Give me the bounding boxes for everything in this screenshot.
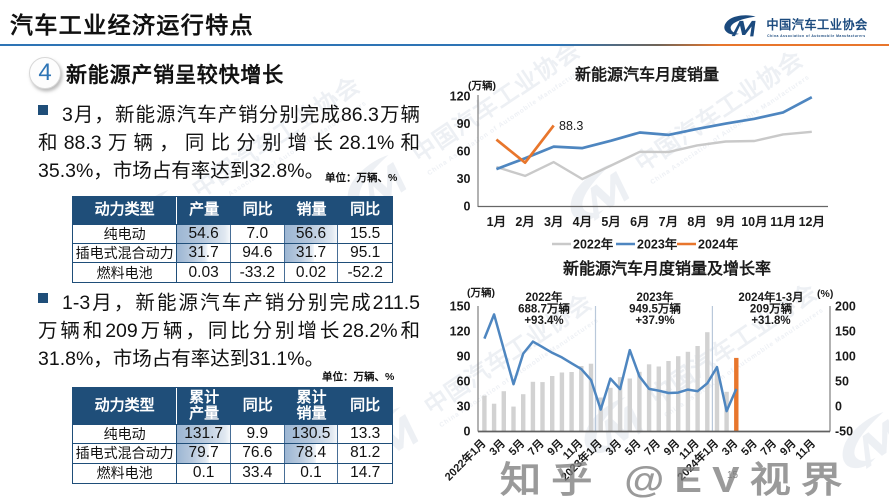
svg-text:150: 150 xyxy=(835,325,856,339)
svg-text:30: 30 xyxy=(457,400,471,414)
svg-text:10月: 10月 xyxy=(741,215,767,229)
svg-text:30: 30 xyxy=(457,172,471,186)
svg-text:-50: -50 xyxy=(835,425,853,439)
svg-text:11月: 11月 xyxy=(770,215,796,229)
svg-text:7月: 7月 xyxy=(659,215,678,229)
svg-text:200: 200 xyxy=(835,300,856,314)
svg-text:88.3: 88.3 xyxy=(559,119,583,133)
svg-text:9月: 9月 xyxy=(716,215,735,229)
svg-text:120: 120 xyxy=(450,325,471,339)
svg-text:4月: 4月 xyxy=(573,215,592,229)
svg-text:12月: 12月 xyxy=(799,215,825,229)
svg-text:2022年: 2022年 xyxy=(525,290,563,304)
svg-text:(%): (%) xyxy=(817,288,833,300)
svg-text:2022年: 2022年 xyxy=(573,237,614,252)
svg-text:150: 150 xyxy=(450,300,471,314)
svg-text:(万辆): (万辆) xyxy=(468,79,496,92)
svg-text:+37.9%: +37.9% xyxy=(635,315,674,327)
svg-text:0: 0 xyxy=(835,400,842,414)
svg-text:90: 90 xyxy=(457,117,471,131)
svg-text:50: 50 xyxy=(835,375,849,389)
svg-text:0: 0 xyxy=(464,200,471,214)
svg-text:新能源汽车月度销量: 新能源汽车月度销量 xyxy=(575,65,719,84)
svg-text:0: 0 xyxy=(464,425,471,439)
svg-text:6月: 6月 xyxy=(630,215,649,229)
svg-text:+31.8%: +31.8% xyxy=(751,315,790,327)
svg-text:688.7万辆: 688.7万辆 xyxy=(518,302,570,316)
svg-text:中国汽车工业协会: 中国汽车工业协会 xyxy=(766,17,868,32)
svg-text:1月: 1月 xyxy=(487,215,506,229)
svg-text:(万辆): (万辆) xyxy=(467,286,495,299)
svg-text:60: 60 xyxy=(457,375,471,389)
svg-text:China Association of Automobil: China Association of Automobile Manufact… xyxy=(767,34,865,38)
svg-text:2022年1月: 2022年1月 xyxy=(441,436,488,483)
svg-text:3月: 3月 xyxy=(544,215,563,229)
svg-text:120: 120 xyxy=(450,90,471,104)
svg-text:90: 90 xyxy=(457,350,471,364)
svg-text:2024年: 2024年 xyxy=(698,237,739,252)
svg-text:8月: 8月 xyxy=(687,215,706,229)
svg-text:2023年: 2023年 xyxy=(637,237,678,252)
svg-text:新能源汽车月度销量及增长率: 新能源汽车月度销量及增长率 xyxy=(563,259,771,278)
svg-text:949.5万辆: 949.5万辆 xyxy=(629,302,681,316)
svg-text:2024年1-3月: 2024年1-3月 xyxy=(738,290,803,304)
svg-text:209万辆: 209万辆 xyxy=(750,302,793,316)
svg-text:5月: 5月 xyxy=(601,215,620,229)
svg-text:2023年: 2023年 xyxy=(636,290,674,304)
svg-text:+93.4%: +93.4% xyxy=(524,315,563,327)
svg-text:2月: 2月 xyxy=(515,215,534,229)
svg-text:100: 100 xyxy=(835,350,856,364)
svg-text:60: 60 xyxy=(457,145,471,159)
